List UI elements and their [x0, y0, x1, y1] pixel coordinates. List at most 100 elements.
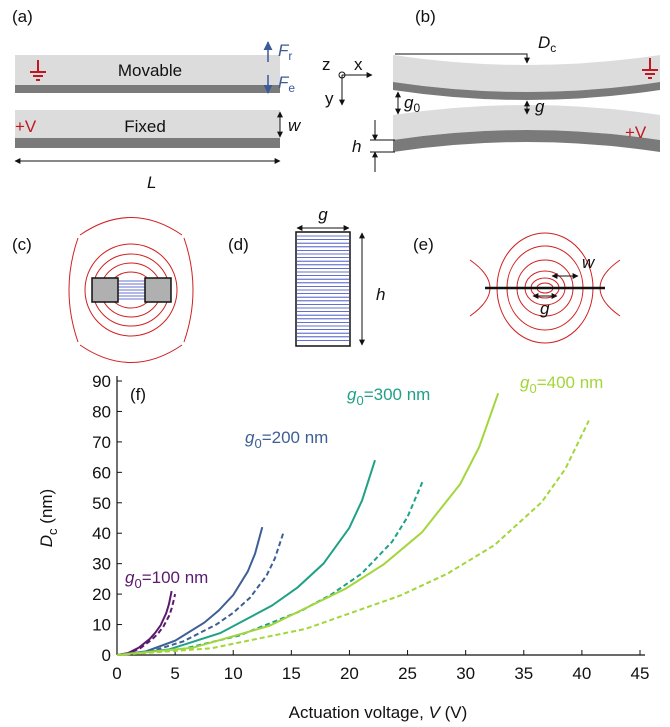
annotation-text: =400 nm — [537, 373, 604, 392]
dimension-label: w — [288, 116, 302, 135]
curve-annotation: g0=200 nm — [245, 428, 328, 451]
electrode — [393, 82, 660, 100]
x-tick-label: 10 — [224, 664, 243, 683]
symbol: F — [278, 73, 290, 92]
dimension-label: L — [147, 173, 156, 192]
x-tick-label: 25 — [398, 664, 417, 683]
panel-label: (f) — [130, 385, 146, 404]
curve-annotation: g0=300 nm — [347, 385, 430, 408]
unit: (V) — [445, 703, 468, 722]
x-tick-label: 15 — [282, 664, 301, 683]
dimension-label: g — [540, 299, 550, 318]
subscript: 0 — [254, 436, 261, 451]
plate-gap — [295, 231, 351, 347]
beam — [15, 55, 280, 85]
x-axis-label: Actuation voltage, V (V) — [289, 703, 468, 722]
data-line — [116, 420, 590, 656]
subscript: r — [288, 49, 292, 63]
data-line — [116, 590, 173, 656]
y-axis-label: Dc (nm) — [37, 489, 61, 547]
y-tick-label: 50 — [92, 494, 111, 513]
beam-label: Fixed — [124, 117, 166, 136]
panel-a: (a) Movable Fixed +V Fr Fe w L — [12, 7, 302, 192]
y-tick-label: 70 — [92, 433, 111, 452]
symbol: D — [37, 535, 56, 547]
subscript: 0 — [529, 381, 536, 396]
subscript: e — [288, 81, 295, 95]
axis-label: y — [325, 89, 334, 108]
x-tick-label: 45 — [631, 664, 650, 683]
deflection-arrow — [395, 53, 530, 64]
subscript: 0 — [134, 576, 141, 591]
electrode — [15, 138, 280, 148]
symbol: V — [429, 703, 442, 722]
y-tick-label: 80 — [92, 402, 111, 421]
symbol: D — [538, 33, 550, 52]
beam-label: Movable — [118, 61, 182, 80]
panel-d: (d) g h — [228, 205, 385, 347]
symbol: g — [404, 93, 414, 112]
label-text: Actuation voltage, — [289, 703, 424, 722]
panel-b: (b) z x y Dc g0 g +V h — [322, 7, 660, 172]
panel-label: (d) — [228, 235, 249, 254]
y-tick-label: 30 — [92, 555, 111, 574]
curve-annotation: g0=100 nm — [125, 568, 208, 591]
chart: (f) Actuation voltage, V (V) Dc (nm) 0 10… — [37, 372, 649, 722]
data-line — [116, 532, 285, 656]
panel-c: (c) — [12, 217, 194, 363]
x-tick-label: 35 — [514, 664, 533, 683]
beam — [393, 105, 660, 140]
x-tick-label: 20 — [340, 664, 359, 683]
panel-label: (a) — [12, 7, 33, 26]
force-label: Fr — [278, 41, 292, 63]
y-tick-label: 10 — [92, 616, 111, 635]
panel-label: (b) — [415, 7, 436, 26]
data-line — [116, 459, 376, 656]
panel-label: (e) — [413, 235, 434, 254]
y-tick-label: 20 — [92, 585, 111, 604]
symbol: F — [278, 41, 290, 60]
field-lines — [297, 235, 349, 341]
y-tick-label: 0 — [102, 646, 111, 665]
data-line — [116, 593, 177, 656]
x-tick-label: 5 — [170, 664, 179, 683]
subscript: 0 — [356, 393, 363, 408]
symbol: g — [245, 428, 255, 447]
y-tick-label: 40 — [92, 524, 111, 543]
electrode — [393, 130, 660, 152]
electrode — [15, 85, 280, 93]
ground-symbol — [642, 58, 658, 79]
axis-label: x — [354, 55, 363, 74]
beam — [393, 55, 660, 92]
data-line — [116, 526, 264, 656]
axis-label: z — [322, 55, 331, 74]
electrode — [144, 277, 172, 303]
electrode — [91, 277, 119, 303]
dimension-label: w — [582, 253, 596, 272]
dimension-label: g — [318, 205, 328, 224]
subscript: c — [550, 41, 556, 55]
field-lines — [118, 280, 145, 300]
panel-e: (e) w g — [413, 232, 621, 344]
subscript: c — [45, 528, 60, 535]
dimension-label: h — [376, 285, 385, 304]
x-tick-label: 40 — [572, 664, 591, 683]
gap-label: g0 — [404, 93, 420, 115]
symbol: g — [520, 373, 530, 392]
data-line — [116, 392, 500, 656]
dimension-label: h — [352, 137, 361, 156]
beam — [15, 110, 280, 138]
voltage-label: +V — [625, 123, 647, 142]
voltage-label: +V — [15, 117, 37, 136]
panel-label: (c) — [12, 235, 32, 254]
gap-label: g — [535, 97, 545, 116]
symbol: g — [125, 568, 135, 587]
ground-symbol — [30, 60, 46, 81]
curve-annotation: g0=400 nm — [520, 373, 603, 396]
y-tick-label: 60 — [92, 463, 111, 482]
annotation-text: =200 nm — [262, 428, 329, 447]
force-label: Fe — [278, 73, 295, 95]
y-tick-label: 90 — [92, 372, 111, 391]
symbol: g — [347, 385, 357, 404]
